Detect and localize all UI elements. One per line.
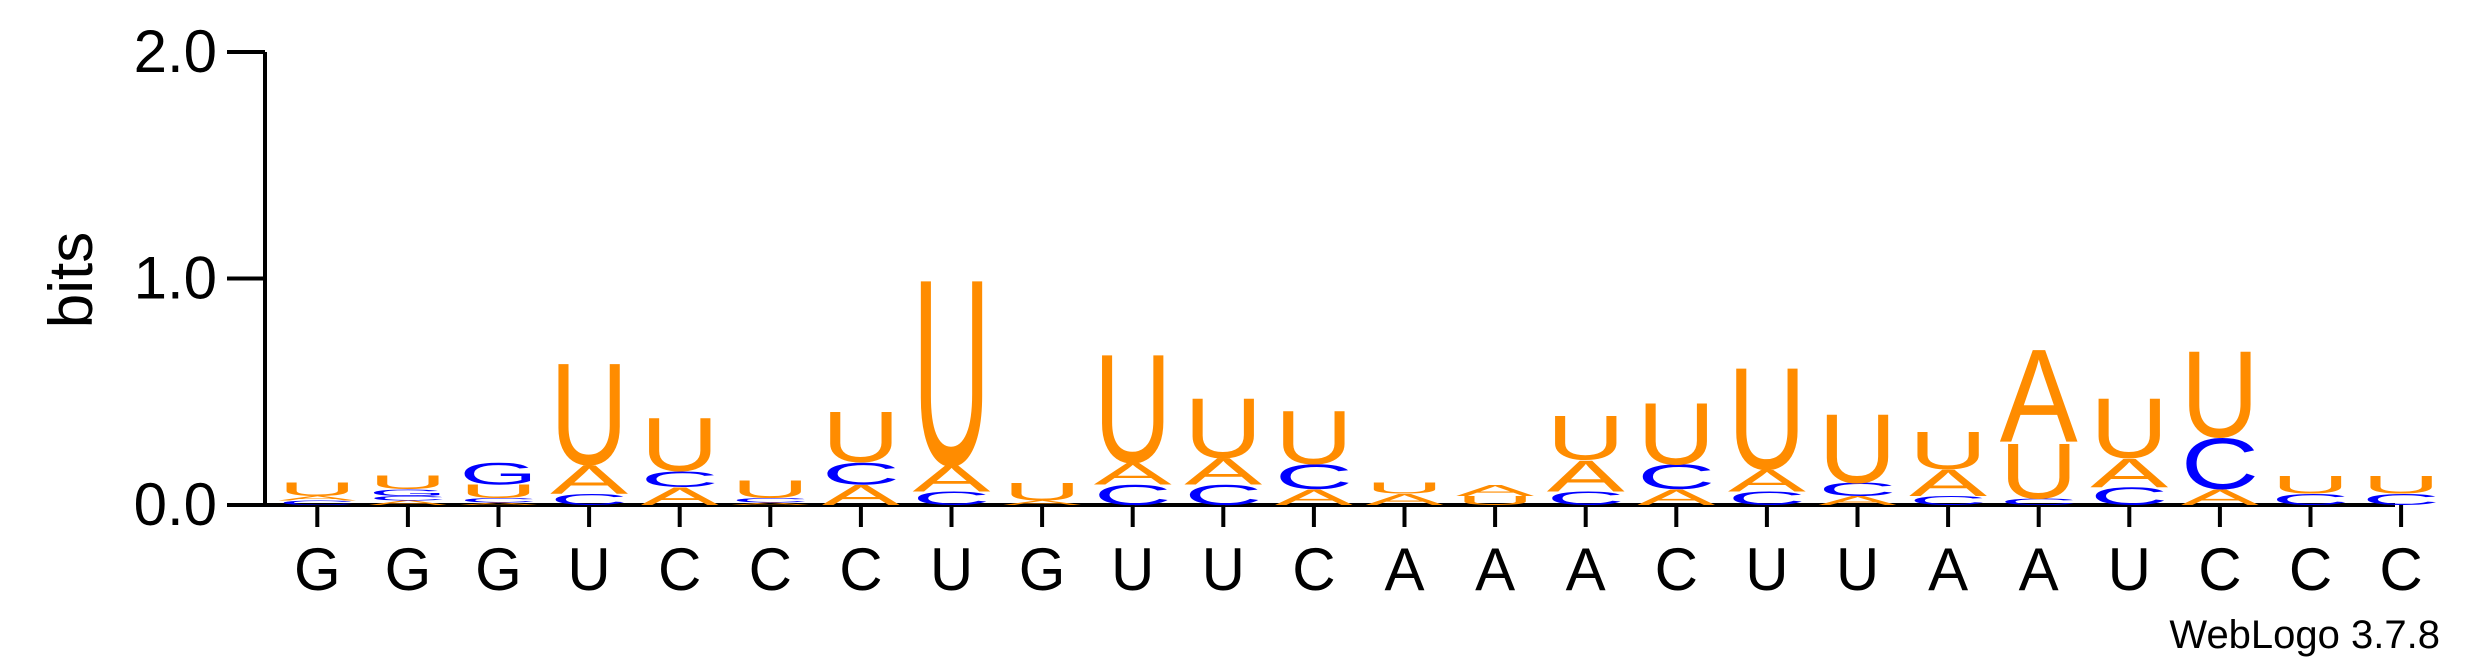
logo-letter-A: A [1184,451,1262,493]
x-tick-label: C [839,536,882,603]
logo-letter-C: C [2000,496,2078,507]
x-tick-label: U [1111,536,1154,603]
logo-letter-U: U [460,481,538,502]
logo-letter-U: U [1819,395,1897,504]
logo-letter-U: U [1637,384,1715,484]
logo-letter-U: U [369,472,447,493]
logo-letter-U: U [550,333,628,495]
logo-letter-A: A [460,502,539,506]
logo-letter-U: U [1456,493,1534,507]
logo-letter-A: A [2090,450,2169,496]
logo-letter-U: U [1094,323,1172,495]
logo-letter-C: C [369,495,447,502]
x-tick-label: C [658,536,701,603]
x-tick-label: U [1836,536,1879,603]
logo-letter-U: U [913,225,991,521]
logo-letter-U: U [641,403,719,488]
x-tick-label: C [2289,536,2332,603]
logo-letter-U: U [1003,478,1081,506]
logo-letter-G: G [369,487,447,498]
logo-letter-U: U [1909,421,1987,481]
logo-letter-C: C [278,499,356,506]
logo-letter-U: U [1184,381,1262,477]
x-tick-label: A [1566,536,1606,603]
logo-letter-U: U [1366,479,1444,497]
logo-letter-C: C [731,497,809,504]
logo-letter-A: A [278,495,357,502]
x-tick-label: U [1202,536,1245,603]
x-tick-label: U [2108,536,2151,603]
logo-letter-C: C [2272,491,2350,509]
x-tick-label: C [2379,536,2422,603]
x-tick-label: G [1019,536,1066,603]
y-tick-label: 1.0 [134,245,217,312]
logo-letter-U: U [1728,338,1806,500]
logo-letter-C: C [550,491,628,509]
logo-letter-C: C [2362,491,2440,509]
logo-letter-C: C [913,488,991,509]
y-tick-label: 0.0 [134,471,217,538]
logo-letter-C: C [1547,488,1625,509]
logo-letter-C: C [822,456,900,491]
x-tick-label: A [1384,536,1424,603]
logo-letter-U: U [731,475,809,503]
logo-letter-A: A [1909,462,1987,504]
x-tick-label: C [1292,536,1335,603]
logo-letter-A: A [550,457,629,503]
logo-letter-C: C [2181,424,2259,505]
logo-letter-U: U [2362,471,2440,499]
logo-letter-C: C [641,467,719,492]
y-tick-label: 2.0 [134,18,217,85]
logo-letter-A: A [2000,321,2078,470]
x-tick-label: U [567,536,610,603]
logo-letter-U: U [2272,471,2350,499]
logo-letter-U: U [822,397,900,478]
logo-letter-C: C [1637,458,1715,497]
logo-letter-A: A [1456,482,1534,500]
logo-letter-C: C [460,497,538,504]
logo-letter-A: A [1003,499,1082,506]
logo-letter-A: A [1819,493,1898,507]
logo-letter-U: U [278,479,356,500]
logo-letter-A: A [731,502,810,506]
x-tick-label: G [475,536,522,603]
logo-letter-A: A [1728,463,1806,498]
logo-letter-A: A [1094,456,1172,491]
x-tick-label: A [2019,536,2059,603]
weblogo-credit: WebLogo 3.7.8 [2169,613,2440,657]
x-tick-label: A [1928,536,1968,603]
logo-letter-G: G [460,456,538,491]
logo-letter-A: A [1547,451,1625,501]
logo-letter-U: U [1547,402,1625,473]
logo-letter-C: C [1728,488,1806,509]
y-ticks: 0.0 1.0 2.0 [134,18,265,538]
y-axis-label: bits [37,232,106,328]
x-tick-label: G [385,536,432,603]
logo-letter-C: C [1275,458,1353,497]
x-tick-label: U [930,536,973,603]
logo-letter-U: U [2181,325,2259,463]
x-tick-label: U [1745,536,1788,603]
logo-letter-A: A [369,499,448,506]
x-tick-label: A [1475,536,1515,603]
logo-letter-U: U [2000,427,2078,515]
logo-letter-U: U [1275,396,1353,481]
x-tick-label: C [749,536,792,603]
logo-letter-U: U [2090,381,2168,477]
logo-letter-A: A [913,457,991,499]
x-tick-label: G [294,536,341,603]
x-tick-label: C [2198,536,2241,603]
logo-letter-C: C [1819,479,1897,500]
logo-letter-A: A [1366,491,1444,509]
x-tick-label: C [1655,536,1698,603]
logo-letter-C: C [1909,493,1987,507]
